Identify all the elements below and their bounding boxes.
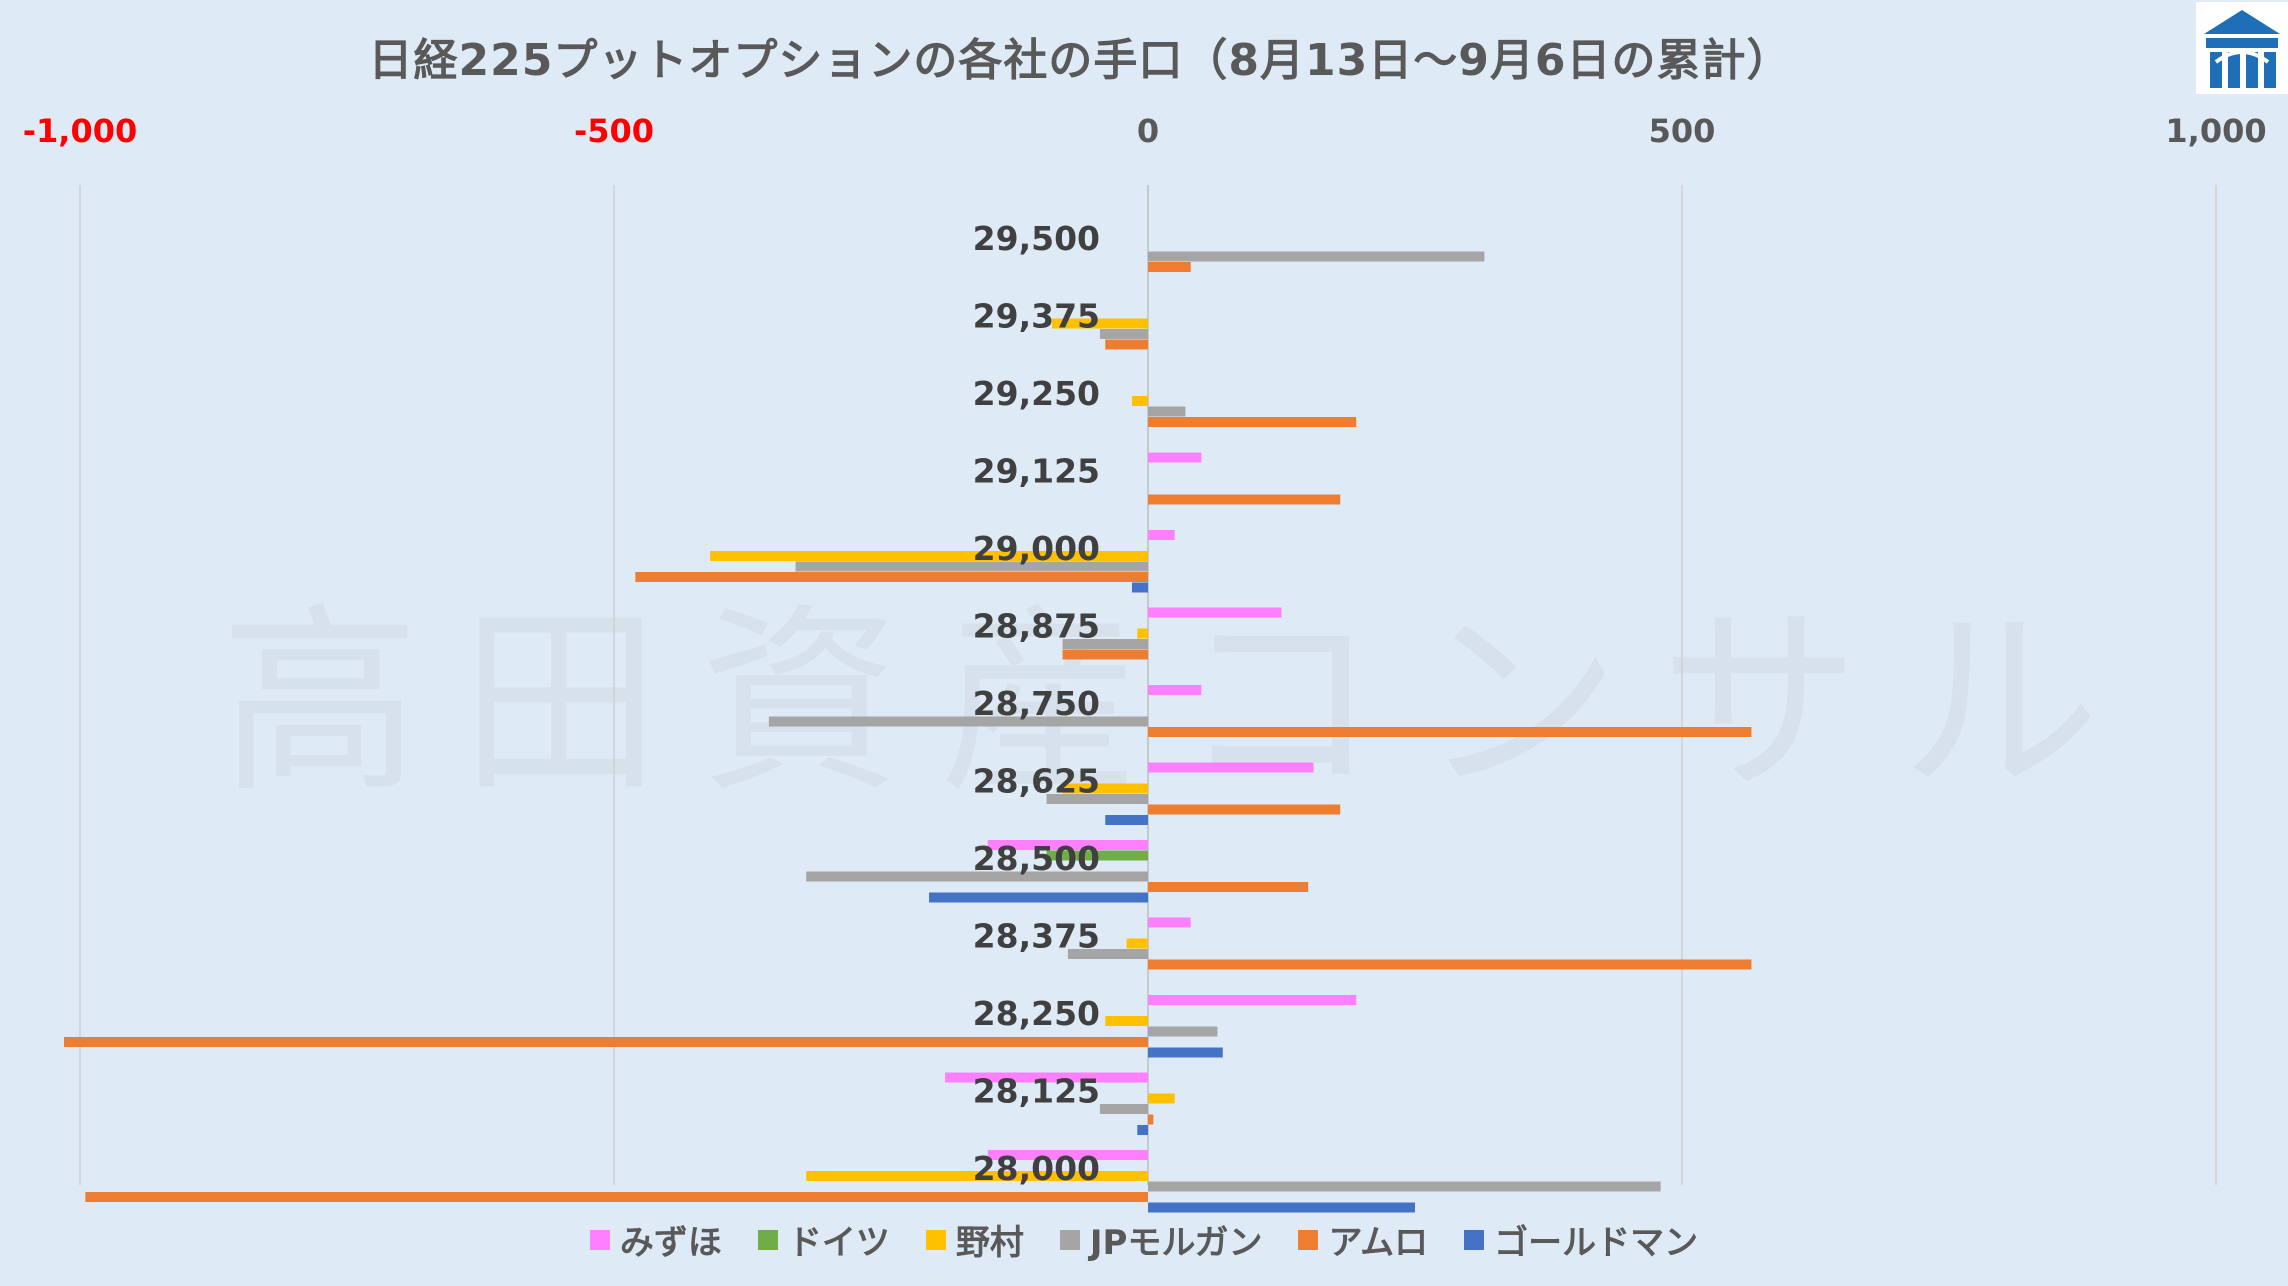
bar [710, 551, 1148, 561]
bar [1137, 1125, 1148, 1135]
x-tick-label: 1,000 [2165, 112, 2266, 150]
bar [1148, 1181, 1661, 1192]
legend-item: みずほ [589, 1215, 722, 1264]
category-label: 28,500 [973, 839, 1100, 878]
bar [1126, 938, 1148, 949]
legend-swatch [1464, 1229, 1485, 1250]
legend-swatch [1059, 1229, 1080, 1250]
category-label: 29,125 [973, 452, 1100, 491]
category-labels: 29,500 29,375 29,250 29,125 29,000 28,875 28,7… [973, 219, 1100, 1188]
bar [1148, 262, 1191, 272]
bar [1099, 1104, 1148, 1114]
category-label: 29,250 [973, 374, 1100, 413]
category-label: 28,625 [973, 762, 1100, 801]
category-label: 28,250 [973, 994, 1100, 1033]
bar [1148, 882, 1309, 892]
legend-label: JPモルガン [1089, 1223, 1263, 1263]
x-tick-label: -1,000 [23, 112, 138, 150]
bar [1148, 607, 1282, 618]
legend-item: JPモルガン [1059, 1215, 1263, 1264]
x-tick-label: 0 [1137, 112, 1159, 150]
bar [1148, 530, 1175, 540]
category-label: 28,750 [973, 684, 1100, 723]
bar [1148, 1202, 1415, 1213]
legend-swatch [1298, 1229, 1319, 1250]
bar [1148, 959, 1752, 970]
bar [795, 561, 1148, 572]
chart-title: 日経225プットオプションの各社の手口（8月13日～9月6日の累計） [368, 35, 1792, 86]
bar [1148, 995, 1357, 1005]
category-label: 28,000 [973, 1149, 1100, 1188]
legend-item: ドイツ [757, 1215, 890, 1264]
bar [1148, 762, 1314, 773]
bars [63, 251, 1752, 1213]
bar [1046, 794, 1148, 804]
bar [1105, 1016, 1148, 1026]
bar [1148, 452, 1202, 463]
bar [1148, 417, 1357, 427]
legend-item: 野村 [925, 1215, 1024, 1264]
bar [1148, 1093, 1175, 1104]
x-tick-label: -500 [574, 112, 654, 150]
bar [1148, 917, 1191, 928]
logo-icon [2196, 2, 2288, 94]
bar [806, 871, 1148, 882]
x-axis-ticks: -2,000-1,500-1,000-50005001,0001,5002,00… [23, 112, 2267, 150]
legend-label: 野村 [955, 1223, 1024, 1263]
legend-label: ゴールドマン [1494, 1223, 1699, 1263]
legend-label: みずほ [619, 1223, 722, 1263]
bar [806, 1171, 1148, 1181]
bar [1105, 815, 1148, 825]
legend-swatch [925, 1229, 946, 1250]
bar [1148, 251, 1485, 262]
bar [987, 1150, 1148, 1160]
category-label: 28,875 [973, 607, 1100, 646]
bar [1148, 804, 1341, 815]
category-label: 28,375 [973, 917, 1100, 956]
gridlines [79, 185, 2217, 1185]
bar [1131, 396, 1148, 406]
legend-label: ドイツ [787, 1223, 890, 1263]
bar [945, 1072, 1148, 1083]
category-label: 29,375 [973, 297, 1100, 336]
bar [63, 1037, 1149, 1047]
bar [1137, 628, 1148, 639]
bar [1148, 406, 1186, 417]
category-label: 29,000 [973, 529, 1100, 568]
bar [1148, 494, 1341, 505]
bar [1099, 329, 1148, 339]
bar [987, 840, 1148, 850]
bar [1148, 1114, 1154, 1125]
bar [1067, 949, 1148, 959]
bar [768, 716, 1148, 727]
bar [85, 1192, 1149, 1202]
bar [1046, 850, 1148, 861]
bar [1148, 727, 1752, 737]
bar [1105, 339, 1148, 350]
legend-swatch [757, 1229, 778, 1250]
legend-swatch [589, 1229, 610, 1250]
bar [1148, 685, 1202, 695]
bar [1131, 582, 1148, 593]
bar [1062, 649, 1148, 660]
bar [1062, 639, 1148, 649]
category-label: 28,125 [973, 1072, 1100, 1111]
category-label: 29,500 [973, 219, 1100, 258]
legend-item: アムロ [1298, 1215, 1428, 1264]
x-tick-label: 500 [1649, 112, 1716, 150]
bar [1062, 783, 1148, 794]
bar [929, 892, 1148, 903]
bar [1051, 318, 1148, 329]
bar [635, 572, 1148, 582]
legend-label: アムロ [1328, 1223, 1429, 1263]
legend: みずほ ドイツ 野村 JPモルガン アムロ ゴールドマン [0, 1215, 2288, 1264]
bar [1148, 1047, 1223, 1058]
bar [1148, 1026, 1218, 1037]
legend-item: ゴールドマン [1464, 1215, 1698, 1264]
